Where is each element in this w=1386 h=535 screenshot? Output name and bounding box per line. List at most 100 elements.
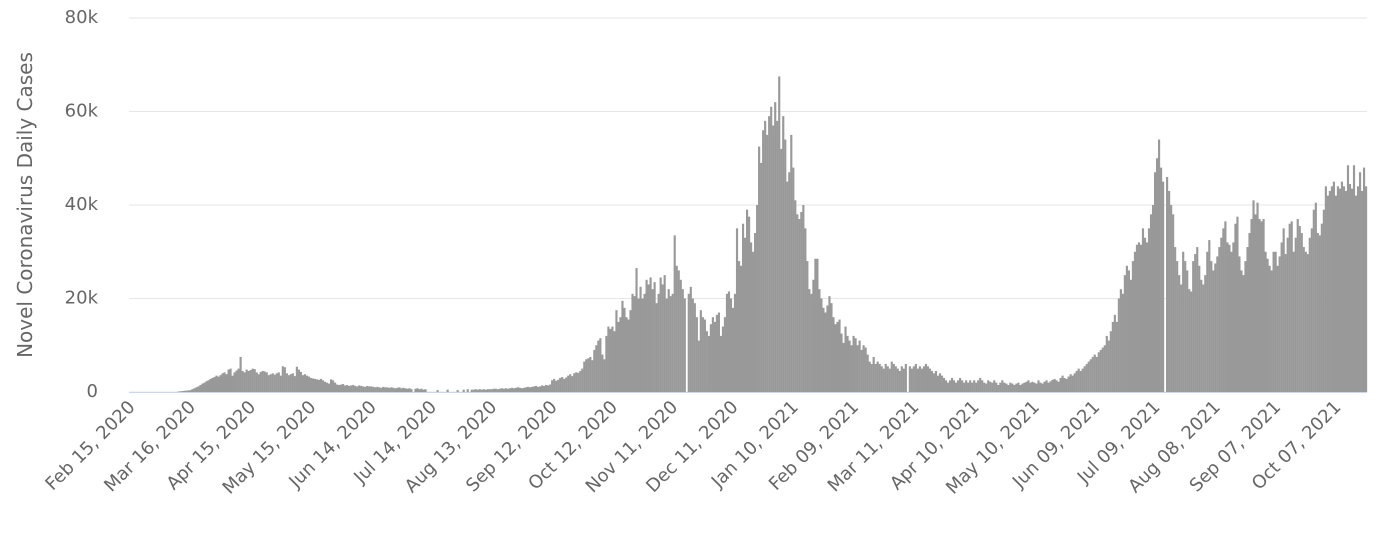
- bar: [934, 370, 938, 392]
- bar: [1033, 382, 1036, 392]
- bar: [319, 378, 323, 392]
- bar: [1131, 261, 1135, 392]
- bar: [1007, 384, 1010, 392]
- bar: [553, 378, 556, 392]
- bar: [862, 345, 865, 392]
- bar: [768, 116, 771, 393]
- y-tick-label: 40k: [65, 194, 99, 215]
- bar: [635, 268, 638, 392]
- bar: [731, 307, 735, 392]
- bar: [346, 384, 349, 392]
- bar: [1180, 284, 1183, 392]
- bar: [1246, 247, 1249, 392]
- bar: [528, 387, 532, 392]
- bar: [348, 385, 351, 392]
- bar: [621, 300, 624, 392]
- bar: [631, 293, 634, 392]
- bar: [277, 372, 280, 392]
- bar: [466, 389, 469, 392]
- bar: [1276, 265, 1279, 392]
- bar: [569, 374, 572, 392]
- bar: [388, 387, 391, 392]
- bar: [408, 388, 411, 392]
- bar: [372, 386, 375, 392]
- bar: [1188, 289, 1191, 392]
- bar: [790, 134, 793, 392]
- bar: [1252, 200, 1255, 392]
- bar: [971, 382, 974, 392]
- bar: [1360, 190, 1364, 392]
- bar: [323, 381, 327, 392]
- bar: [870, 363, 873, 392]
- bar: [1011, 383, 1014, 392]
- bar: [1145, 242, 1149, 392]
- y-tick-label: 20k: [65, 288, 99, 309]
- bar: [247, 370, 250, 392]
- bar: [1240, 270, 1243, 392]
- bar: [794, 200, 797, 392]
- bar: [840, 333, 843, 392]
- bar: [828, 296, 831, 392]
- bar: [1123, 275, 1126, 392]
- bar: [1326, 195, 1329, 392]
- bar: [484, 389, 487, 392]
- bar: [530, 386, 534, 392]
- bar: [758, 146, 761, 392]
- bar: [221, 373, 224, 392]
- bar: [1127, 270, 1131, 392]
- bar: [882, 368, 885, 392]
- bar: [880, 366, 883, 392]
- bar: [579, 370, 582, 392]
- bar: [689, 286, 692, 392]
- bar: [743, 237, 747, 392]
- bar: [285, 373, 288, 392]
- bar: [878, 363, 881, 392]
- bar: [661, 284, 664, 392]
- bar: [386, 387, 389, 392]
- bar: [796, 214, 799, 392]
- bar: [1296, 219, 1299, 392]
- bar: [1304, 251, 1307, 392]
- bar: [940, 375, 944, 392]
- bar: [705, 331, 708, 392]
- bar: [1083, 366, 1086, 392]
- bar: [623, 307, 626, 392]
- bar: [1218, 247, 1221, 392]
- bar: [297, 369, 300, 392]
- bar: [488, 389, 491, 392]
- bar: [633, 296, 636, 392]
- bar: [336, 384, 339, 392]
- bar: [512, 388, 516, 392]
- bar: [645, 279, 648, 392]
- bar: [1079, 370, 1082, 392]
- bar: [404, 388, 407, 392]
- bar: [679, 279, 682, 392]
- bar: [273, 374, 276, 392]
- bar: [496, 389, 499, 392]
- bar: [1354, 195, 1358, 392]
- bar: [1077, 368, 1080, 392]
- bar: [1113, 314, 1116, 392]
- bar: [1216, 256, 1219, 392]
- bar: [926, 366, 930, 392]
- bar: [936, 375, 940, 392]
- bar: [786, 181, 789, 392]
- bar: [1204, 275, 1207, 392]
- bar: [376, 386, 379, 392]
- bar: [1244, 261, 1247, 392]
- bar: [1141, 228, 1145, 392]
- bar: [1129, 279, 1133, 392]
- bar: [223, 372, 226, 392]
- bar: [959, 377, 962, 392]
- bar: [914, 363, 917, 392]
- bar: [350, 385, 353, 392]
- bar: [615, 310, 618, 392]
- bar: [667, 289, 670, 392]
- bar: [243, 372, 246, 392]
- bar: [1222, 228, 1225, 392]
- bar: [1170, 205, 1173, 392]
- bar: [402, 387, 405, 392]
- bar: [534, 385, 538, 392]
- bar: [199, 384, 202, 392]
- bar: [1228, 244, 1231, 392]
